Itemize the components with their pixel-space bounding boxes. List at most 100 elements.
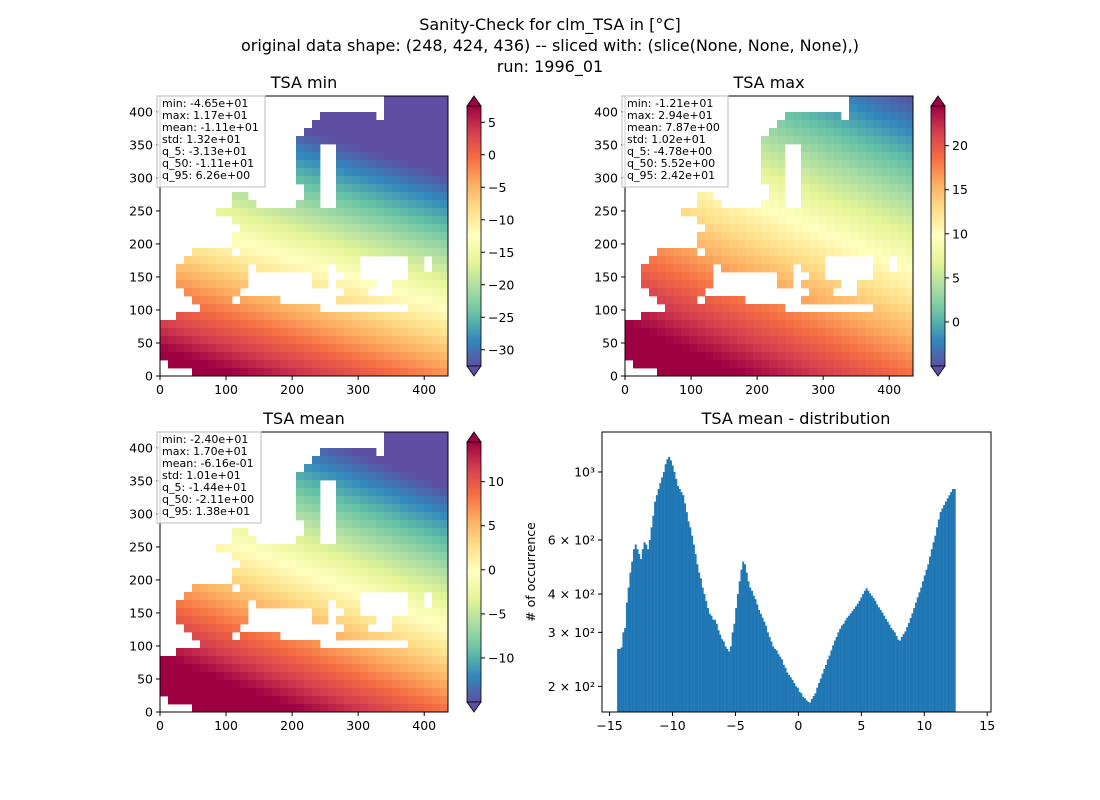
heatmap-cell: [344, 648, 353, 657]
heatmap-cell: [216, 352, 225, 361]
heatmap-cell: [424, 176, 433, 185]
heatmap-cell: [825, 200, 834, 209]
heatmap-cell: [184, 688, 193, 697]
heatmap-cell: [408, 448, 417, 457]
heatmap-cell: [376, 224, 385, 233]
heatmap-cell: [208, 304, 217, 313]
heatmap-cell: [384, 568, 393, 577]
heatmap-cell: [328, 368, 337, 376]
heatmap-cell: [296, 680, 305, 689]
heatmap-cell: [897, 120, 906, 129]
heatmap-cell: [384, 688, 393, 697]
heatmap-cell: [192, 696, 201, 705]
heatmap-cell: [216, 344, 225, 353]
heatmap-cell: [392, 672, 401, 681]
heatmap-cell: [889, 360, 898, 369]
heatmap-cell: [272, 560, 281, 569]
heatmap-cell: [288, 664, 297, 673]
heatmap-cell: [416, 608, 425, 617]
heatmap-cell: [440, 536, 448, 545]
heatmap-cell: [873, 264, 882, 273]
heatmap-cell: [681, 208, 690, 217]
heatmap-cell: [368, 688, 377, 697]
heatmap-cell: [809, 232, 818, 241]
heatmap-cell: [272, 680, 281, 689]
heatmap-cell: [248, 320, 257, 329]
heatmap-cell: [777, 216, 786, 225]
heatmap-cell: [857, 336, 866, 345]
heatmap-cell: [400, 96, 409, 105]
heatmap-cell: [841, 128, 850, 137]
heatmap-cell: [889, 336, 898, 345]
heatmap-cell: [360, 552, 369, 561]
heatmap-cell: [777, 192, 786, 201]
heatmap-cell: [785, 208, 794, 217]
histogram-bar: [719, 634, 722, 712]
heatmap-cell: [857, 208, 866, 217]
heatmap-cell: [200, 680, 209, 689]
y-tick-label: 4 × 10²: [548, 587, 595, 602]
heatmap-cell: [360, 520, 369, 529]
histogram-bar: [897, 639, 900, 712]
heatmap-cell: [328, 360, 337, 369]
heatmap-cell: [192, 704, 201, 712]
histogram-bar: [758, 609, 761, 712]
heatmap-cell: [432, 616, 441, 625]
heatmap-cell: [705, 208, 714, 217]
heatmap-cell: [360, 584, 369, 593]
stat-q5: q_5: -4.78e+00: [627, 145, 712, 158]
heatmap-cell: [793, 360, 802, 369]
heatmap-cell: [817, 208, 826, 217]
heatmap-cell: [424, 128, 433, 137]
heatmap-cell: [825, 288, 834, 297]
heatmap-cell: [440, 240, 448, 249]
heatmap-cell: [424, 624, 433, 633]
heatmap-cell: [809, 128, 818, 137]
heatmap-cell: [825, 208, 834, 217]
heatmap-cell: [865, 168, 874, 177]
heatmap-cell: [224, 312, 233, 321]
heatmap-cell: [865, 104, 874, 113]
heatmap-cell: [232, 328, 241, 337]
heatmap-cell: [400, 136, 409, 145]
heatmap-cell: [400, 240, 409, 249]
heatmap-cell: [248, 584, 257, 593]
heatmap-cell: [753, 208, 762, 217]
heatmap-cell: [416, 688, 425, 697]
heatmap-cell: [400, 696, 409, 705]
heatmap-cell: [216, 632, 225, 641]
heatmap-cell: [192, 320, 201, 329]
heatmap-cell: [264, 544, 273, 553]
histogram-bar: [918, 592, 921, 712]
heatmap-cell: [769, 176, 778, 185]
heatmap-cell: [360, 336, 369, 345]
heatmap-cell: [240, 232, 249, 241]
heatmap-cell: [360, 504, 369, 513]
heatmap-cell: [440, 680, 448, 689]
heatmap-cell: [360, 352, 369, 361]
heatmap-cell: [408, 608, 417, 617]
heatmap-cell: [328, 592, 337, 601]
heatmap-cell: [280, 560, 289, 569]
heatmap-cell: [352, 112, 361, 121]
heatmap-cell: [216, 248, 225, 257]
heatmap-cell: [240, 672, 249, 681]
heatmap-cell: [344, 208, 353, 217]
heatmap-cell: [833, 328, 842, 337]
x-tick-label: 15: [979, 718, 995, 733]
heatmap-cell: [200, 608, 209, 617]
heatmap-cell: [673, 248, 682, 257]
heatmap-cell: [408, 184, 417, 193]
heatmap-cell: [785, 320, 794, 329]
histogram-bar: [770, 641, 773, 712]
heatmap-cell: [408, 600, 417, 609]
heatmap-cell: [256, 352, 265, 361]
heatmap-cell: [208, 688, 217, 697]
heatmap-cell: [408, 336, 417, 345]
heatmap-cell: [376, 352, 385, 361]
heatmap-cell: [328, 656, 337, 665]
heatmap-cell: [160, 344, 169, 353]
heatmap-cell: [376, 312, 385, 321]
heatmap-cell: [873, 248, 882, 257]
heatmap-cell: [256, 552, 265, 561]
